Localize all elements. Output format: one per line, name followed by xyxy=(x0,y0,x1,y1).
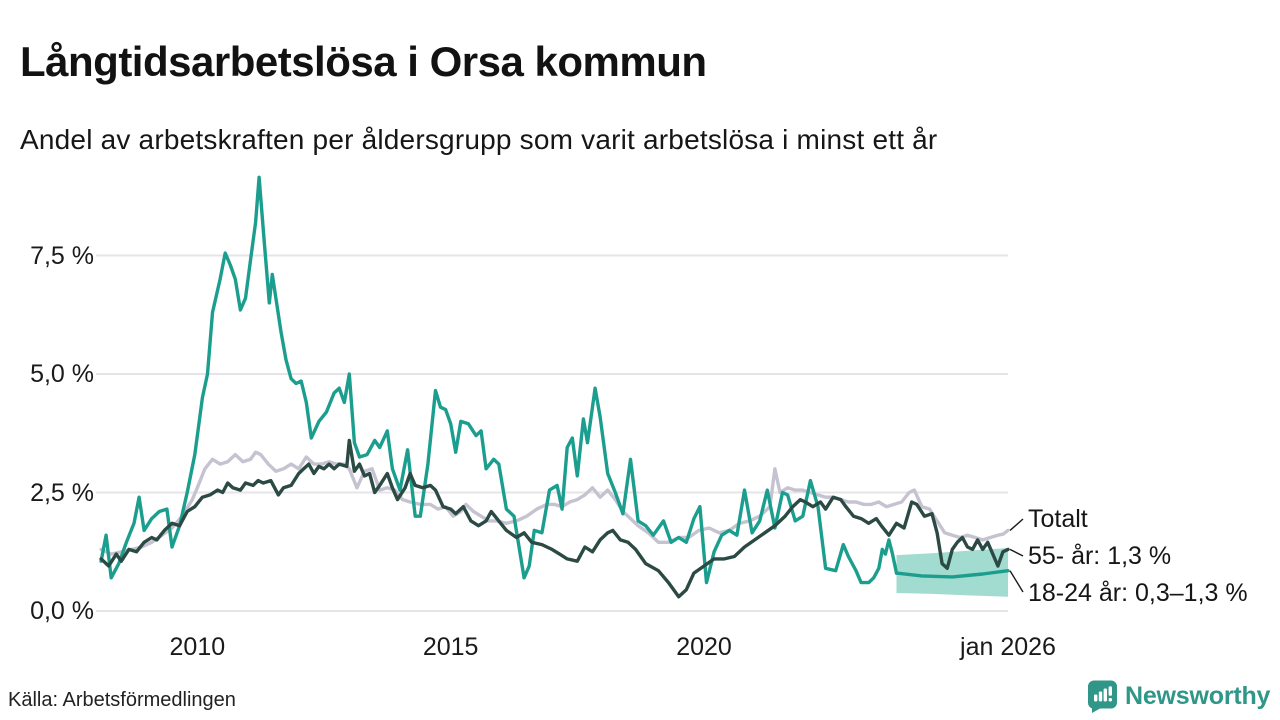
y-tick-label: 5,0 % xyxy=(30,360,94,388)
chart-subtitle: Andel av arbetskraften per åldersgrupp s… xyxy=(20,124,938,155)
source-note: Källa: Arbetsförmedlingen xyxy=(8,689,236,711)
label-leader-line xyxy=(1009,548,1024,557)
bar-chart-glyph-bar3 xyxy=(1103,688,1107,701)
bar-chart-glyph-bar1 xyxy=(1094,694,1098,701)
series-label-totalt: Totalt xyxy=(1028,505,1088,533)
series-18-24-forecast xyxy=(894,569,1010,579)
x-tick-label: 2015 xyxy=(422,633,479,661)
series-18-24 xyxy=(99,175,899,585)
y-tick-label: 2,5 % xyxy=(30,478,94,507)
newsworthy-logo-text: Newsworthy xyxy=(1125,681,1271,710)
speech-bubble-shape xyxy=(1087,680,1117,713)
y-tick-label: 0,0 % xyxy=(30,597,94,625)
uncertainty-band-18-24 xyxy=(896,548,1008,597)
y-tick-label: 7,5 % xyxy=(30,241,94,270)
bar-chart-glyph-bar2 xyxy=(1098,691,1103,701)
exclamation-glyph-bar xyxy=(1108,685,1112,696)
label-leader-line xyxy=(1009,518,1024,531)
series-label-18-24: 18-24 år: 0,3–1,3 % xyxy=(1028,579,1248,607)
x-tick-label: jan 2026 xyxy=(960,633,1056,661)
newsworthy-logo-icon xyxy=(1087,680,1117,713)
series-totalt xyxy=(99,450,1010,556)
x-tick-label: 2010 xyxy=(169,633,226,661)
newsworthy-logo: Newsworthy xyxy=(1087,679,1270,713)
series-label-55: 55- år: 1,3 % xyxy=(1028,542,1172,570)
page-title: Långtidsarbetslösa i Orsa kommun xyxy=(20,38,707,86)
x-tick-label: 2020 xyxy=(676,633,732,661)
label-leader-line xyxy=(1009,570,1024,593)
series-55 xyxy=(99,438,1010,599)
exclamation-glyph-dot xyxy=(1108,697,1112,701)
